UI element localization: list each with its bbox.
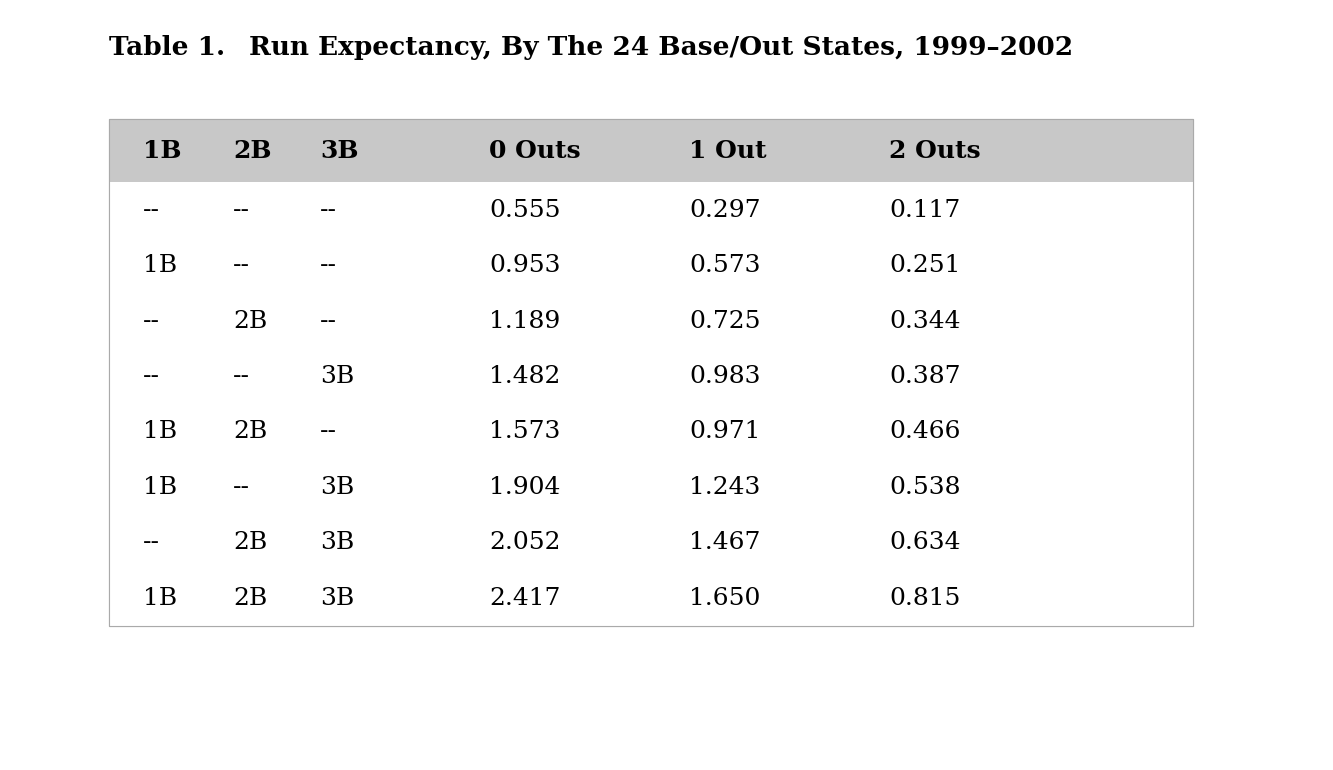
Text: 0.117: 0.117 [889,199,960,222]
Text: 1.573: 1.573 [489,420,561,444]
Text: --: -- [233,365,251,388]
Text: 1B: 1B [143,476,177,499]
Bar [109,349,1193,404]
Text: 0.815: 0.815 [889,587,961,610]
Text: 0.634: 0.634 [889,531,961,554]
Text: --: -- [143,531,160,554]
Bar [109,404,1193,460]
Text: 0.983: 0.983 [689,365,761,388]
Text: 0.251: 0.251 [889,254,961,277]
Text: 1.243: 1.243 [689,476,761,499]
Text: 0 Outs: 0 Outs [489,139,581,163]
Bar [109,119,1193,182]
Text: 1.650: 1.650 [689,587,761,610]
Text: 1B: 1B [143,420,177,444]
Bar [109,293,1193,349]
Text: --: -- [233,476,251,499]
Text: 3B: 3B [320,139,359,163]
Text: 3B: 3B [320,476,355,499]
Text: --: -- [233,199,251,222]
Text: 0.344: 0.344 [889,310,961,333]
Text: 0.573: 0.573 [689,254,761,277]
Text: 2 Outs: 2 Outs [889,139,981,163]
Text: 1B: 1B [143,587,177,610]
Text: 0.953: 0.953 [489,254,561,277]
Text: 1.904: 1.904 [489,476,561,499]
Text: 0.297: 0.297 [689,199,761,222]
Bar [109,119,1193,626]
Text: 0.555: 0.555 [489,199,561,222]
Text: --: -- [233,254,251,277]
Text: 0.725: 0.725 [689,310,761,333]
Bar [109,182,1193,238]
Text: 1B: 1B [143,254,177,277]
Text: --: -- [143,365,160,388]
Text: 2.052: 2.052 [489,531,561,554]
Text: 0.971: 0.971 [689,420,761,444]
Text: 3B: 3B [320,531,355,554]
Text: 3B: 3B [320,587,355,610]
Bar [109,238,1193,293]
Text: 1.467: 1.467 [689,531,761,554]
Text: 2B: 2B [233,139,272,163]
Text: --: -- [320,420,337,444]
Text: Run Expectancy, By The 24 Base/Out States, 1999–2002: Run Expectancy, By The 24 Base/Out State… [249,35,1073,59]
Text: 1.482: 1.482 [489,365,561,388]
Bar [109,119,1193,626]
Text: 0.538: 0.538 [889,476,961,499]
Text: Table 1.: Table 1. [109,35,225,59]
Text: --: -- [320,199,337,222]
Text: 1.189: 1.189 [489,310,560,333]
Text: 2B: 2B [233,587,268,610]
Bar [109,515,1193,571]
Text: 2B: 2B [233,531,268,554]
Text: 3B: 3B [320,365,355,388]
Text: --: -- [143,199,160,222]
Text: 2B: 2B [233,310,268,333]
Bar [109,460,1193,515]
Text: 1B: 1B [143,139,181,163]
Text: --: -- [320,254,337,277]
Text: 1 Out: 1 Out [689,139,766,163]
Text: 0.387: 0.387 [889,365,961,388]
Text: 2B: 2B [233,420,268,444]
Text: --: -- [143,310,160,333]
Text: --: -- [320,310,337,333]
Text: 2.417: 2.417 [489,587,561,610]
Text: 0.466: 0.466 [889,420,961,444]
Bar [109,571,1193,626]
